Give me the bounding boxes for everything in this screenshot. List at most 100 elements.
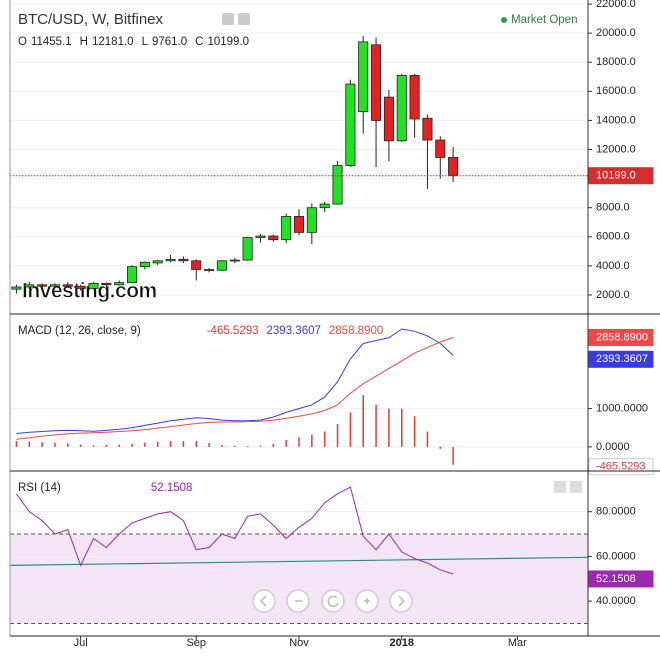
last-value-label: 2393.3607 xyxy=(596,353,648,365)
histogram-bar xyxy=(195,441,197,447)
histogram-bar xyxy=(118,444,120,447)
candle-body xyxy=(114,282,125,286)
candle-body xyxy=(178,258,189,262)
scroll-right-button[interactable] xyxy=(389,589,413,613)
reset-button[interactable] xyxy=(321,589,345,613)
ohlc-key: O xyxy=(18,36,27,48)
ohlc-key: L xyxy=(142,36,149,48)
candle-body xyxy=(88,282,99,289)
x-tick-label: 2018 xyxy=(390,637,414,649)
histogram-bar xyxy=(156,441,159,447)
candle-body xyxy=(345,83,356,166)
candle-body xyxy=(101,282,112,286)
histogram-bar xyxy=(105,444,108,447)
candle-body xyxy=(152,260,163,264)
histogram-bar xyxy=(272,443,275,447)
y-tick-label: 6000.0 xyxy=(596,231,630,243)
candle-body xyxy=(383,96,394,142)
last-value-label: 10199.0 xyxy=(596,170,636,182)
last-value-box xyxy=(588,350,654,368)
candle-body xyxy=(409,74,420,120)
move-up-icon[interactable] xyxy=(554,481,566,493)
ohlc-value: 12181.0 xyxy=(92,36,134,48)
histogram-bar xyxy=(221,444,223,447)
last-value-label: 2858.8900 xyxy=(596,331,648,343)
macd-line xyxy=(16,328,454,434)
candle-body xyxy=(332,165,343,205)
x-tick-label: Sep xyxy=(186,637,206,649)
x-tick-label: Nov xyxy=(289,637,309,649)
macd-line xyxy=(16,337,454,440)
candle-body xyxy=(281,216,292,241)
candle-body xyxy=(216,260,227,271)
histogram-bar xyxy=(285,439,287,447)
histogram-bar xyxy=(15,441,18,447)
histogram-bar xyxy=(323,431,326,447)
y-tick-label: 18000.0 xyxy=(596,56,636,68)
settings-icon[interactable] xyxy=(238,13,250,25)
last-value-box xyxy=(588,570,654,588)
histogram-bar xyxy=(144,442,146,447)
histogram-bar xyxy=(169,441,172,447)
histogram-bar xyxy=(413,416,416,447)
y-tick-label: 16000.0 xyxy=(596,85,636,97)
close-icon[interactable] xyxy=(570,481,582,493)
indicator-value: -465.5293 xyxy=(207,325,259,337)
y-tick-label: 0.0000 xyxy=(596,441,630,453)
y-tick-label: 20000.0 xyxy=(596,27,636,39)
histogram-bar xyxy=(452,446,454,465)
toggle-icon[interactable] xyxy=(222,13,234,25)
candle-body xyxy=(37,284,48,287)
last-value-label: -465.5293 xyxy=(596,461,646,473)
candle-body xyxy=(242,237,253,261)
histogram-bar xyxy=(79,444,82,447)
candle-body xyxy=(24,284,35,288)
y-tick-label: 1000.0000 xyxy=(596,402,648,414)
histogram-bar xyxy=(426,431,429,447)
candle-body xyxy=(11,286,22,290)
y-tick-label: 40.0000 xyxy=(596,595,636,607)
candle-body xyxy=(268,235,279,241)
histogram-bar xyxy=(41,442,43,447)
histogram-bar xyxy=(311,434,313,447)
x-tick-label: Jul xyxy=(74,637,88,649)
histogram-bar xyxy=(28,441,31,447)
histogram-bar xyxy=(54,442,56,447)
y-tick-label: 8000.0 xyxy=(596,202,630,214)
histogram-bar xyxy=(362,395,364,447)
scroll-left-button[interactable] xyxy=(252,589,276,613)
candle-body xyxy=(139,261,150,268)
y-tick-label: 14000.0 xyxy=(596,114,636,126)
y-tick-label: 80.0000 xyxy=(596,506,636,518)
histogram-bar xyxy=(131,443,133,447)
ohlc-key: H xyxy=(80,36,88,48)
last-value-box xyxy=(588,328,654,346)
status-dot xyxy=(501,17,507,23)
histogram-bar xyxy=(259,445,262,447)
nav-icons xyxy=(259,595,406,607)
candle-body xyxy=(62,284,73,287)
indicator-title: MACD (12, 26, close, 9) xyxy=(18,325,141,337)
trendline xyxy=(9,556,589,566)
candle-body xyxy=(396,74,407,142)
candle-body xyxy=(191,260,202,270)
last-value-label: 52.1508 xyxy=(596,573,636,585)
indicator-value: 2393.3607 xyxy=(267,325,321,337)
candle-body xyxy=(422,117,433,141)
y-tick-label: 22000.0 xyxy=(596,0,636,10)
rsi-line xyxy=(15,486,454,575)
y-tick-label: 12000.0 xyxy=(596,143,636,155)
chart-title: BTC/USD, W, Bitfinex xyxy=(18,11,164,28)
navigation xyxy=(252,589,413,613)
ohlc-key: C xyxy=(195,36,203,48)
indicator-title: RSI (14) xyxy=(18,482,61,494)
candle-body xyxy=(75,285,86,289)
y-tick-label: 60.0000 xyxy=(596,550,636,562)
ohlc-legend: O 11455.1 H 12181.0 L 9761.0 C 10199.0 xyxy=(18,36,249,48)
candle-body xyxy=(293,216,305,233)
ohlc-value: 9761.0 xyxy=(152,36,187,48)
y-tick-label: 2000.0 xyxy=(596,289,630,301)
histogram-bar xyxy=(336,423,339,447)
candle-body xyxy=(306,207,317,233)
